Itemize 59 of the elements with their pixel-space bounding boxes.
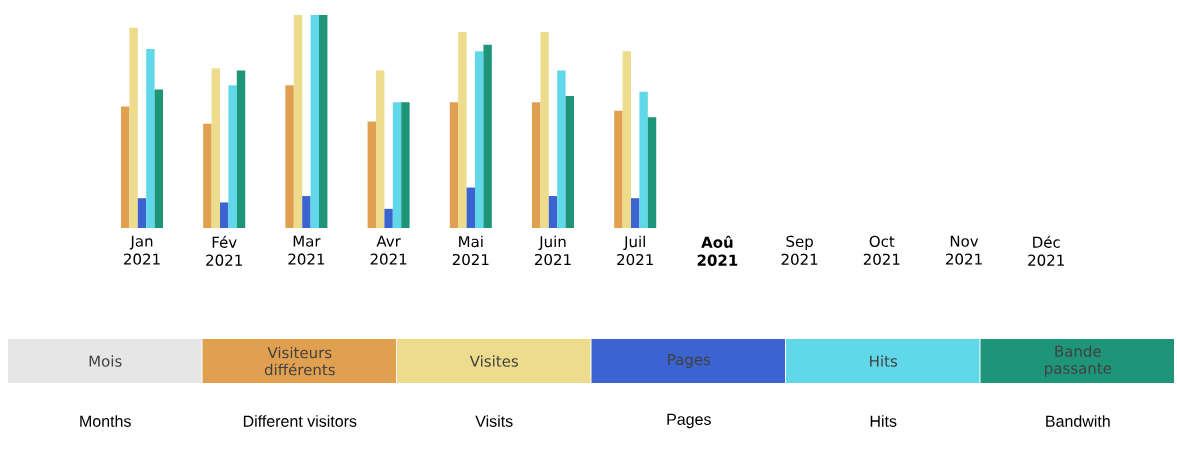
bar: [565, 95, 575, 228]
bar: [401, 102, 410, 228]
bar: [211, 68, 220, 228]
bar: [639, 91, 648, 228]
x-tick-label: Jan 2021: [124, 235, 160, 265]
bar: [458, 32, 467, 228]
bar: [384, 208, 393, 228]
text: Pages: [667, 413, 711, 429]
x-tick-label: Juil 2021: [617, 235, 653, 266]
bar: [449, 102, 459, 228]
bar: [557, 70, 566, 228]
bar: [293, 15, 303, 228]
bar: [302, 196, 311, 228]
bar: [121, 106, 130, 228]
bar: [466, 187, 476, 228]
bar: [129, 27, 138, 228]
x-tick-label: Sep 2021: [781, 235, 818, 266]
bar: [647, 117, 657, 228]
text: Bande passante: [1045, 345, 1112, 377]
text: Pages: [668, 353, 711, 369]
text: Visiteurs différents: [264, 346, 335, 376]
bar: [154, 89, 164, 228]
text: Hits: [870, 415, 897, 427]
bar: [310, 15, 320, 228]
text: Mois: [89, 355, 122, 367]
bar: [483, 44, 492, 228]
bar: [285, 85, 294, 228]
bar: [622, 51, 632, 228]
text: Bandwith: [1046, 415, 1110, 427]
bar: [631, 198, 640, 228]
bar: [475, 51, 484, 228]
bar: [548, 196, 558, 228]
bar: [228, 85, 237, 228]
x-tick-label: Nov 2021: [946, 235, 982, 265]
bar: [137, 198, 147, 228]
text: Visites: [469, 355, 518, 367]
bar: [532, 102, 541, 228]
bar: [540, 32, 549, 228]
x-tick-label: Avr 2021: [370, 235, 407, 265]
bar: [392, 102, 402, 228]
text: Different visitors: [243, 415, 357, 427]
x-tick-label: Fév 2021: [206, 235, 242, 266]
x-tick-label: Aoû 2021: [697, 235, 738, 266]
bar: [319, 15, 328, 228]
bar: [146, 49, 155, 228]
text: Visits: [475, 415, 513, 427]
bar: [236, 70, 246, 228]
x-tick-label: Mar 2021: [288, 235, 325, 265]
bar: [367, 121, 376, 228]
x-tick-label: Juin 2021: [535, 235, 571, 266]
bar: [203, 123, 212, 228]
bar: [376, 70, 385, 228]
bar: [614, 110, 623, 228]
x-tick-label: Mai 2021: [452, 235, 489, 266]
x-tick-label: Déc 2021: [1028, 235, 1064, 266]
bar: [220, 202, 229, 228]
text: Hits: [870, 355, 898, 367]
text: Months: [80, 415, 131, 427]
x-tick-label: Oct 2021: [863, 235, 900, 266]
